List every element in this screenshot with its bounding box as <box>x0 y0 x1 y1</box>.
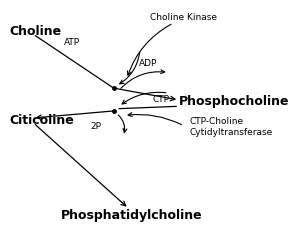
Text: Choline: Choline <box>9 24 61 38</box>
Text: 2P: 2P <box>90 122 101 131</box>
Text: ADP: ADP <box>138 58 157 67</box>
Text: ATP: ATP <box>64 38 80 47</box>
Text: CTP: CTP <box>152 95 169 104</box>
Text: CTP-Choline
Cytidyltransferase: CTP-Choline Cytidyltransferase <box>189 117 273 137</box>
Text: Phosphatidylcholine: Phosphatidylcholine <box>61 210 203 222</box>
Text: Citicoline: Citicoline <box>9 114 74 127</box>
Text: Phosphocholine: Phosphocholine <box>179 95 290 108</box>
Text: Choline Kinase: Choline Kinase <box>150 13 217 22</box>
